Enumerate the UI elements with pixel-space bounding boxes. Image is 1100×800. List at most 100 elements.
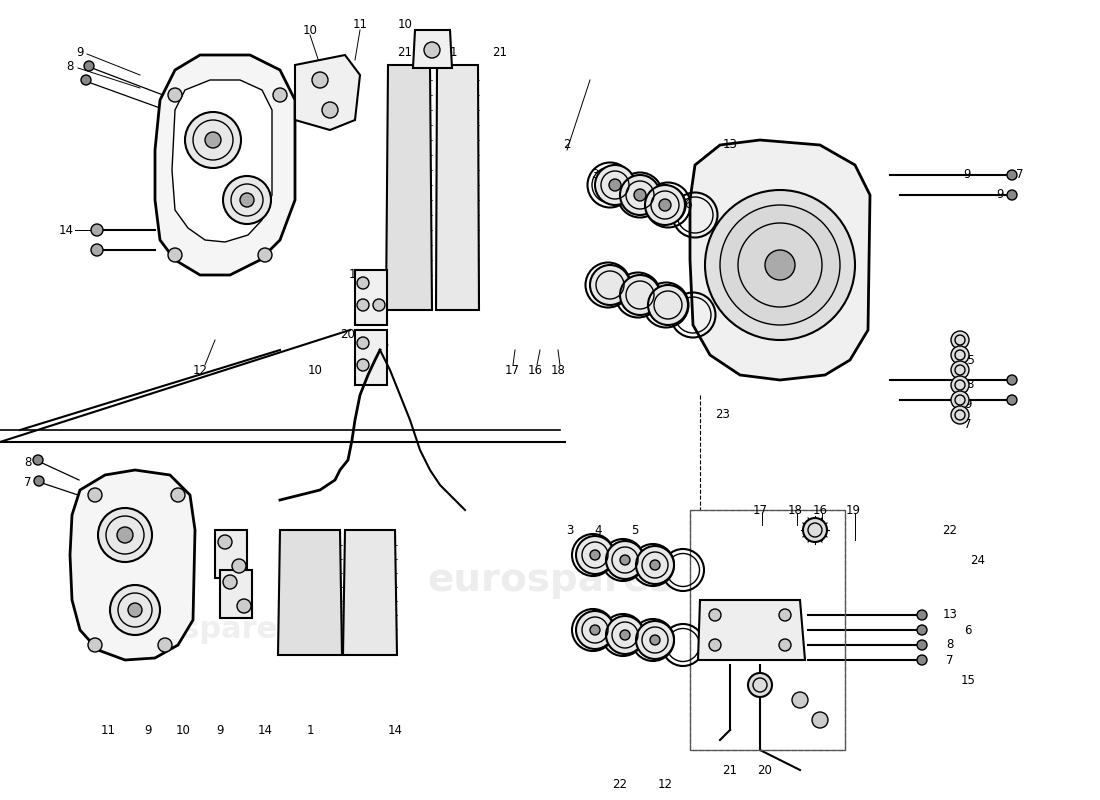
Circle shape [117,527,133,543]
Text: 20: 20 [341,329,355,342]
Circle shape [84,61,94,71]
Text: 23: 23 [716,409,730,422]
Circle shape [91,224,103,236]
Text: 8: 8 [946,638,954,651]
Text: 8: 8 [66,59,74,73]
Circle shape [636,546,674,584]
Text: 14: 14 [387,723,403,737]
Text: 24: 24 [970,554,986,566]
Circle shape [764,250,795,280]
Circle shape [1006,395,1018,405]
Text: 4: 4 [621,178,629,191]
Circle shape [606,541,643,579]
Text: 12: 12 [658,778,672,791]
Circle shape [232,559,246,573]
Text: 1: 1 [449,46,456,58]
Circle shape [917,610,927,620]
Circle shape [634,189,646,201]
Text: 12: 12 [192,363,208,377]
Text: 4: 4 [594,523,602,537]
Polygon shape [698,600,805,660]
Circle shape [609,179,622,191]
Circle shape [168,88,182,102]
Circle shape [917,625,927,635]
Text: 10: 10 [308,363,322,377]
Polygon shape [690,140,870,380]
Circle shape [917,655,927,665]
Circle shape [240,193,254,207]
Text: 10: 10 [176,723,190,737]
Text: 19: 19 [846,503,860,517]
Circle shape [358,359,368,371]
Circle shape [595,165,635,205]
Circle shape [312,72,328,88]
Circle shape [620,275,660,315]
Text: 10: 10 [397,18,412,31]
Bar [214,530,248,578]
Circle shape [273,88,287,102]
Circle shape [205,132,221,148]
Text: eurospares: eurospares [103,615,296,645]
Circle shape [373,299,385,311]
Text: 11: 11 [352,18,367,31]
Circle shape [650,635,660,645]
Polygon shape [412,30,452,68]
Circle shape [705,190,855,340]
Text: 5: 5 [631,523,639,537]
Circle shape [710,609,720,621]
Polygon shape [278,530,342,655]
Circle shape [720,205,840,325]
Circle shape [158,638,172,652]
Circle shape [812,712,828,728]
Circle shape [128,603,142,617]
Text: eurospares: eurospares [427,561,673,599]
Circle shape [424,42,440,58]
Text: 15: 15 [960,674,976,686]
Circle shape [358,299,368,311]
Circle shape [88,638,102,652]
Circle shape [590,625,600,635]
Circle shape [620,555,630,565]
Text: 9: 9 [965,398,971,411]
Polygon shape [155,55,295,275]
Circle shape [576,611,614,649]
Circle shape [779,639,791,651]
Text: 8: 8 [966,378,974,391]
Text: 6: 6 [684,198,692,211]
Text: 3: 3 [592,169,598,182]
Circle shape [710,639,720,651]
Circle shape [952,406,969,424]
Text: 7: 7 [1016,169,1024,182]
Circle shape [645,185,685,225]
Bar [355,270,387,325]
Circle shape [648,285,688,325]
Circle shape [952,346,969,364]
Text: 20: 20 [758,763,772,777]
Circle shape [748,673,772,697]
Circle shape [792,692,808,708]
Circle shape [1006,190,1018,200]
Text: 9: 9 [964,169,970,182]
Text: 22: 22 [613,778,627,791]
Circle shape [218,535,232,549]
Text: 13: 13 [723,138,737,151]
Text: 22: 22 [943,523,957,537]
Text: 5: 5 [654,189,662,202]
Circle shape [952,361,969,379]
Bar [690,510,845,750]
Circle shape [606,616,643,654]
Circle shape [803,518,827,542]
Circle shape [81,75,91,85]
Circle shape [88,488,102,502]
Circle shape [358,337,368,349]
Text: 16: 16 [528,363,542,377]
Circle shape [322,102,338,118]
Circle shape [170,488,185,502]
Text: 9: 9 [144,723,152,737]
Text: 21: 21 [493,46,507,58]
Text: 2: 2 [563,138,571,151]
Text: 18: 18 [551,363,565,377]
Text: 16: 16 [813,503,827,517]
Circle shape [659,199,671,211]
Bar [220,570,252,618]
